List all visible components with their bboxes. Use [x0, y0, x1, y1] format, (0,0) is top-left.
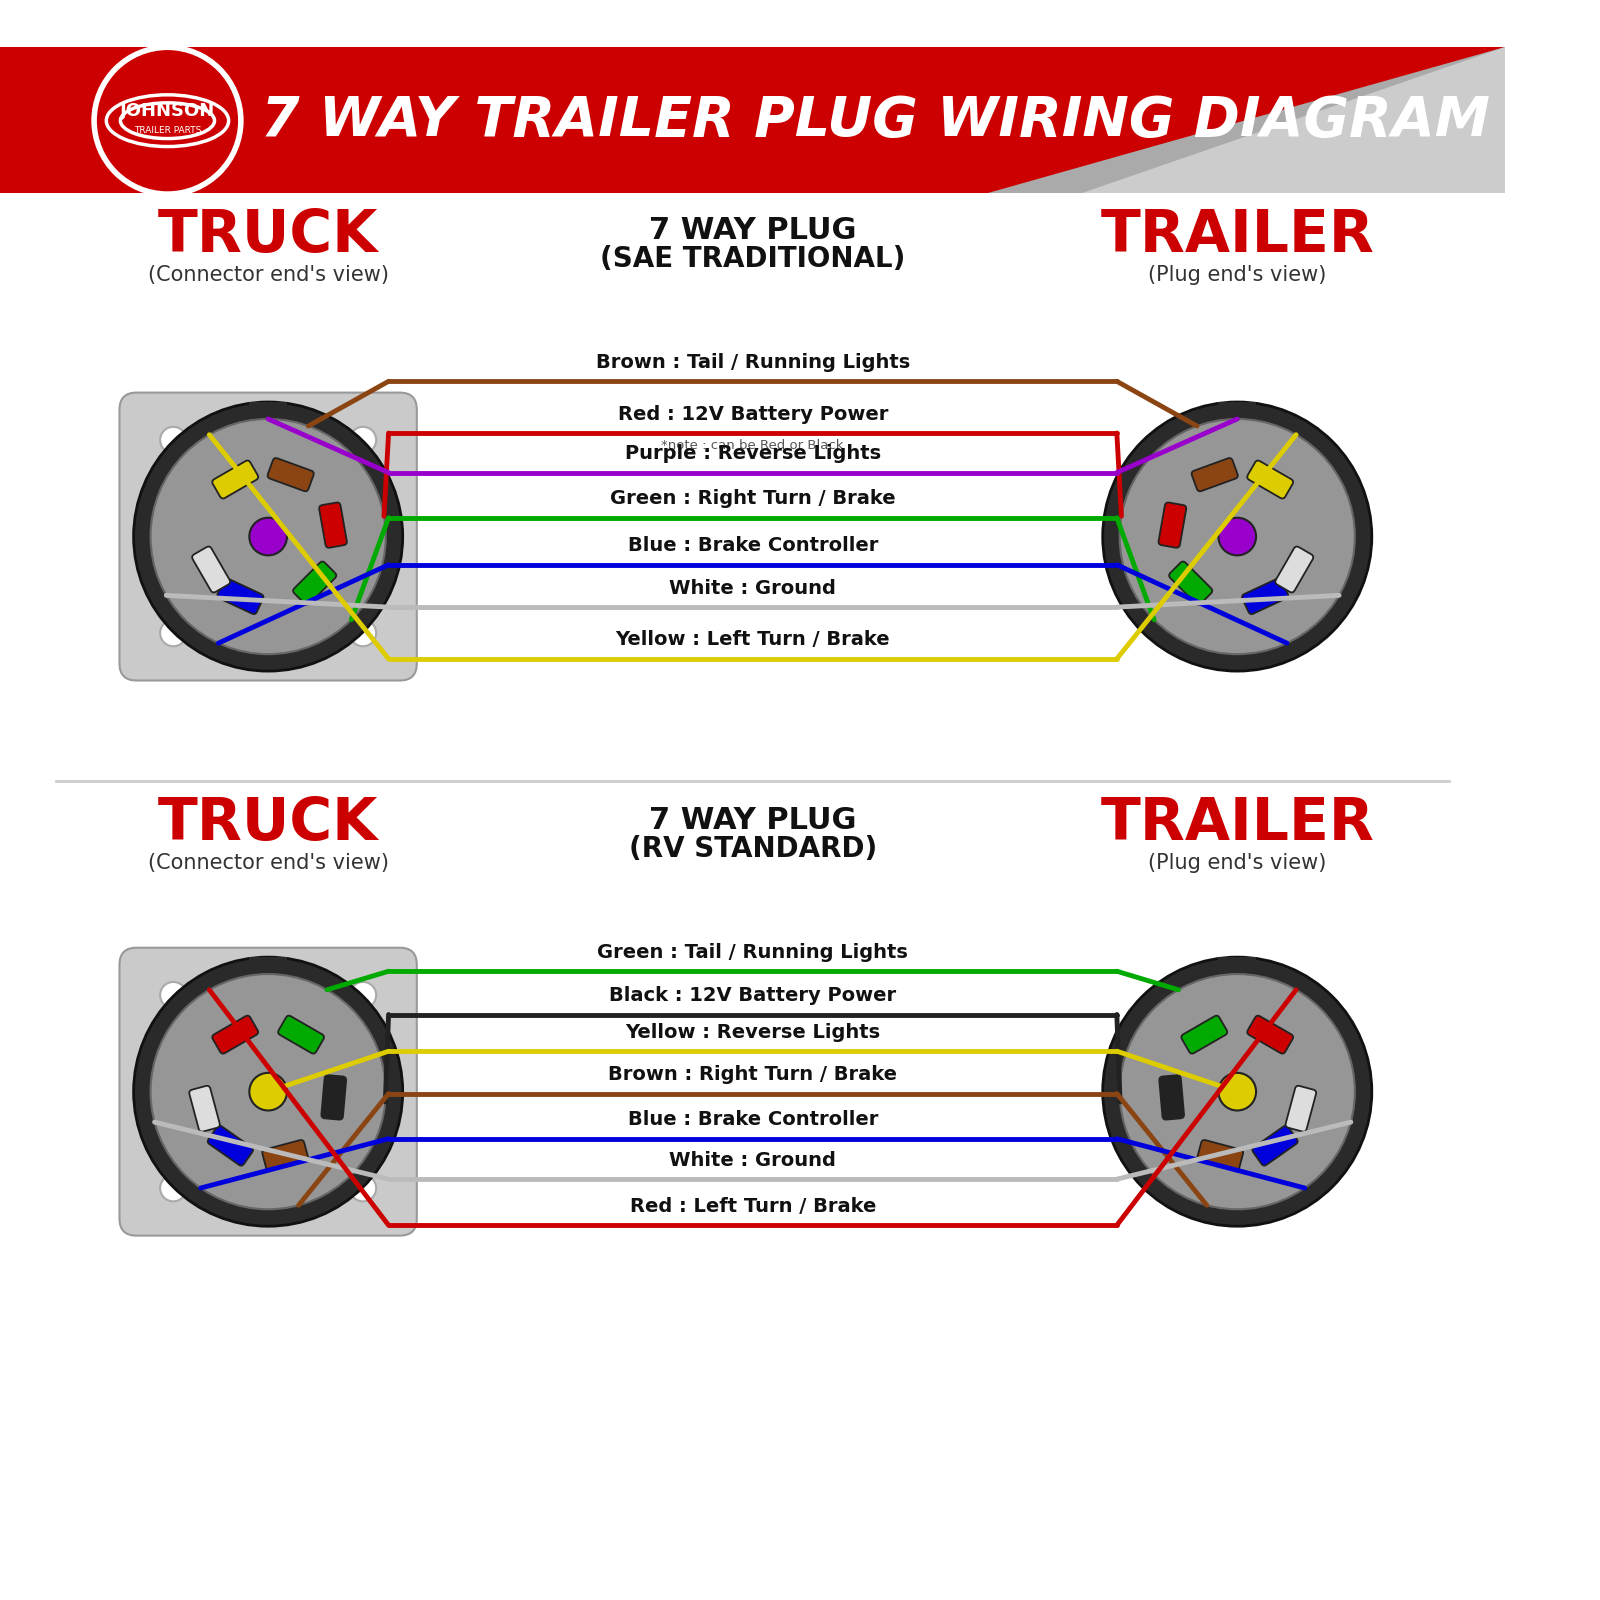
FancyBboxPatch shape	[1242, 578, 1288, 614]
FancyBboxPatch shape	[293, 562, 336, 605]
Circle shape	[1102, 402, 1371, 670]
Circle shape	[350, 982, 376, 1008]
Text: TRUCK: TRUCK	[158, 206, 378, 264]
FancyBboxPatch shape	[1160, 1075, 1184, 1120]
Circle shape	[1120, 419, 1355, 654]
Circle shape	[250, 518, 286, 555]
FancyBboxPatch shape	[1181, 1016, 1227, 1054]
Circle shape	[350, 619, 376, 646]
Text: © Johnson Trailer Parts: © Johnson Trailer Parts	[1165, 483, 1309, 496]
FancyBboxPatch shape	[213, 1016, 258, 1054]
Circle shape	[250, 1074, 286, 1110]
FancyBboxPatch shape	[1285, 1086, 1317, 1131]
FancyBboxPatch shape	[120, 947, 418, 1235]
Circle shape	[94, 48, 242, 194]
Circle shape	[350, 1174, 376, 1202]
Polygon shape	[250, 402, 286, 418]
FancyBboxPatch shape	[1248, 461, 1293, 499]
Text: (Connector end's view): (Connector end's view)	[147, 853, 389, 874]
Text: Brown : Right Turn / Brake: Brown : Right Turn / Brake	[608, 1066, 898, 1085]
FancyBboxPatch shape	[1192, 458, 1238, 491]
FancyBboxPatch shape	[278, 1016, 325, 1054]
Text: White : Ground: White : Ground	[669, 579, 837, 598]
Polygon shape	[250, 957, 286, 973]
Text: © Johnson Trailer Parts: © Johnson Trailer Parts	[197, 1038, 339, 1051]
Text: TRAILER: TRAILER	[1101, 795, 1374, 853]
FancyBboxPatch shape	[213, 461, 258, 499]
Text: *note : can be Red or Black: *note : can be Red or Black	[661, 438, 843, 451]
FancyBboxPatch shape	[318, 502, 347, 547]
Circle shape	[150, 419, 386, 654]
Text: TRAILER: TRAILER	[1101, 206, 1374, 264]
Text: Red : Left Turn / Brake: Red : Left Turn / Brake	[629, 1197, 875, 1216]
Circle shape	[160, 619, 187, 646]
Text: JOHNSON: JOHNSON	[120, 102, 214, 120]
FancyBboxPatch shape	[262, 1141, 309, 1171]
Text: (SAE TRADITIONAL): (SAE TRADITIONAL)	[600, 245, 906, 274]
Text: White : Ground: White : Ground	[669, 1150, 837, 1170]
Text: Green : Right Turn / Brake: Green : Right Turn / Brake	[610, 490, 896, 509]
Polygon shape	[1219, 957, 1256, 973]
Text: (Connector end's view): (Connector end's view)	[147, 266, 389, 285]
FancyBboxPatch shape	[1275, 547, 1314, 592]
Circle shape	[134, 402, 403, 670]
FancyBboxPatch shape	[322, 1075, 346, 1120]
Text: 7 WAY PLUG: 7 WAY PLUG	[650, 216, 856, 245]
Circle shape	[160, 982, 187, 1008]
FancyBboxPatch shape	[120, 392, 418, 680]
FancyBboxPatch shape	[192, 547, 230, 592]
Text: Yellow : Left Turn / Brake: Yellow : Left Turn / Brake	[616, 630, 890, 650]
Text: Yellow : Reverse Lights: Yellow : Reverse Lights	[626, 1022, 880, 1042]
Circle shape	[160, 1174, 187, 1202]
Text: Blue : Brake Controller: Blue : Brake Controller	[627, 1110, 878, 1130]
Circle shape	[160, 427, 187, 453]
Polygon shape	[987, 48, 1506, 194]
Text: (Plug end's view): (Plug end's view)	[1149, 853, 1326, 874]
FancyBboxPatch shape	[189, 1086, 219, 1131]
Circle shape	[1219, 1074, 1256, 1110]
Text: Blue : Brake Controller: Blue : Brake Controller	[627, 536, 878, 555]
Circle shape	[1120, 974, 1355, 1210]
FancyBboxPatch shape	[1197, 1141, 1243, 1171]
Text: TRAILER PARTS: TRAILER PARTS	[134, 125, 202, 134]
Circle shape	[150, 974, 386, 1210]
Circle shape	[1102, 957, 1371, 1226]
Text: 7 WAY TRAILER PLUG WIRING DIAGRAM: 7 WAY TRAILER PLUG WIRING DIAGRAM	[261, 94, 1490, 147]
FancyBboxPatch shape	[1253, 1126, 1298, 1166]
Circle shape	[1219, 518, 1256, 555]
FancyBboxPatch shape	[1158, 502, 1186, 547]
FancyBboxPatch shape	[1248, 1016, 1293, 1054]
FancyBboxPatch shape	[267, 458, 314, 491]
FancyBboxPatch shape	[218, 578, 264, 614]
Text: Black : 12V Battery Power: Black : 12V Battery Power	[610, 986, 896, 1005]
Bar	[0, 48, 1506, 194]
Circle shape	[134, 957, 403, 1226]
Polygon shape	[1219, 402, 1256, 418]
Text: © Johnson Trailer Parts: © Johnson Trailer Parts	[197, 483, 339, 496]
Text: Green : Tail / Running Lights: Green : Tail / Running Lights	[597, 942, 909, 962]
Text: Red : 12V Battery Power: Red : 12V Battery Power	[618, 405, 888, 424]
Text: (Plug end's view): (Plug end's view)	[1149, 266, 1326, 285]
FancyBboxPatch shape	[208, 1126, 253, 1166]
FancyBboxPatch shape	[1170, 562, 1213, 605]
Text: Purple : Reverse Lights: Purple : Reverse Lights	[624, 445, 880, 462]
Text: 7 WAY PLUG: 7 WAY PLUG	[650, 806, 856, 835]
Text: Brown : Tail / Running Lights: Brown : Tail / Running Lights	[595, 354, 910, 371]
Polygon shape	[1082, 48, 1506, 194]
Text: (RV STANDARD): (RV STANDARD)	[629, 835, 877, 862]
Circle shape	[350, 427, 376, 453]
Text: TRUCK: TRUCK	[158, 795, 378, 853]
Text: © Johnson Trailer Parts: © Johnson Trailer Parts	[1165, 1038, 1309, 1051]
